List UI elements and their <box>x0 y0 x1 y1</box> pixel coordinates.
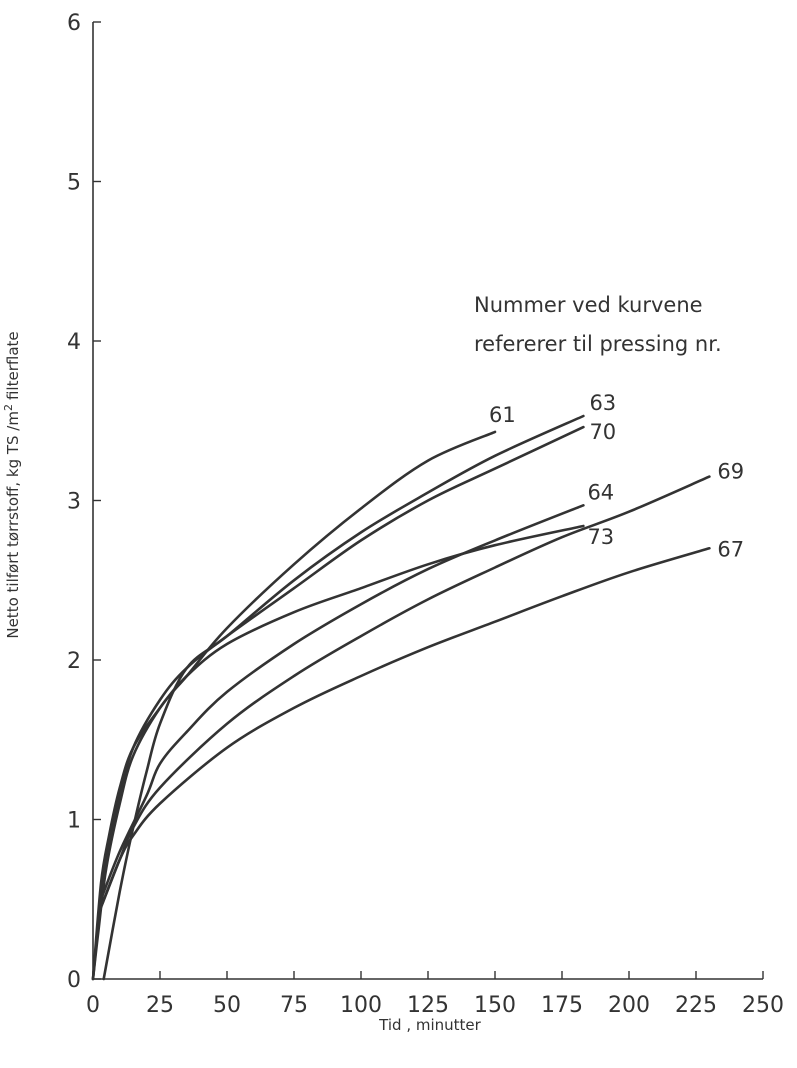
y-tick-label: 4 <box>67 330 81 355</box>
x-tick-label: 175 <box>541 993 583 1018</box>
y-tick-label: 3 <box>67 490 81 515</box>
x-tick-label: 0 <box>86 993 100 1018</box>
x-tick-label: 150 <box>474 993 516 1018</box>
curve-64 <box>99 504 585 901</box>
y-tick-label: 1 <box>67 809 81 834</box>
curve-67 <box>99 547 711 909</box>
x-tick-label: 50 <box>213 993 241 1018</box>
y-axis-label-main: Netto tilført tørrstoff, kg TS /m <box>4 411 22 639</box>
curve-69 <box>99 475 711 909</box>
y-tick-label: 5 <box>67 171 81 196</box>
curve-73 <box>91 524 585 981</box>
curve-label-70: 70 <box>589 420 616 444</box>
annotation-line-2: refererer til pressing nr. <box>474 332 722 356</box>
curve-labels: 61 63 70 64 73 69 67 <box>489 391 744 561</box>
x-tick-label: 200 <box>608 993 650 1018</box>
y-axis-label: Netto tilført tørrstoff, kg TS /m2 filter… <box>2 331 22 638</box>
annotation-line-1: Nummer ved kurvene <box>474 293 703 317</box>
curve-label-73: 73 <box>587 525 614 549</box>
curve-label-61: 61 <box>489 403 516 427</box>
x-tick-label: 225 <box>675 993 717 1018</box>
x-tick-label: 75 <box>280 993 308 1018</box>
y-tick-label: 2 <box>67 649 81 674</box>
x-tick-label: 100 <box>340 993 382 1018</box>
curve-61 <box>91 430 497 981</box>
x-tick-label: 25 <box>146 993 174 1018</box>
curve-label-64: 64 <box>587 480 614 504</box>
y-axis-label-end: filterflate <box>4 331 22 400</box>
curve-label-69: 69 <box>717 460 744 484</box>
curve-63 <box>102 414 585 981</box>
curve-label-67: 67 <box>717 537 744 561</box>
curve-70 <box>91 425 585 981</box>
y-axis-label-sup: 2 <box>2 404 15 411</box>
x-axis-label: Tid , minutter <box>378 1016 481 1034</box>
curves <box>91 414 711 981</box>
curve-label-63: 63 <box>589 391 616 415</box>
y-tick-label: 0 <box>67 968 81 993</box>
ticks: 0 25 50 75 100 125 150 175 200 225 250 0 1 2 3 4 5 6 <box>67 11 784 1018</box>
x-tick-label: 250 <box>742 993 784 1018</box>
y-tick-label: 6 <box>67 11 81 36</box>
x-tick-label: 125 <box>407 993 449 1018</box>
